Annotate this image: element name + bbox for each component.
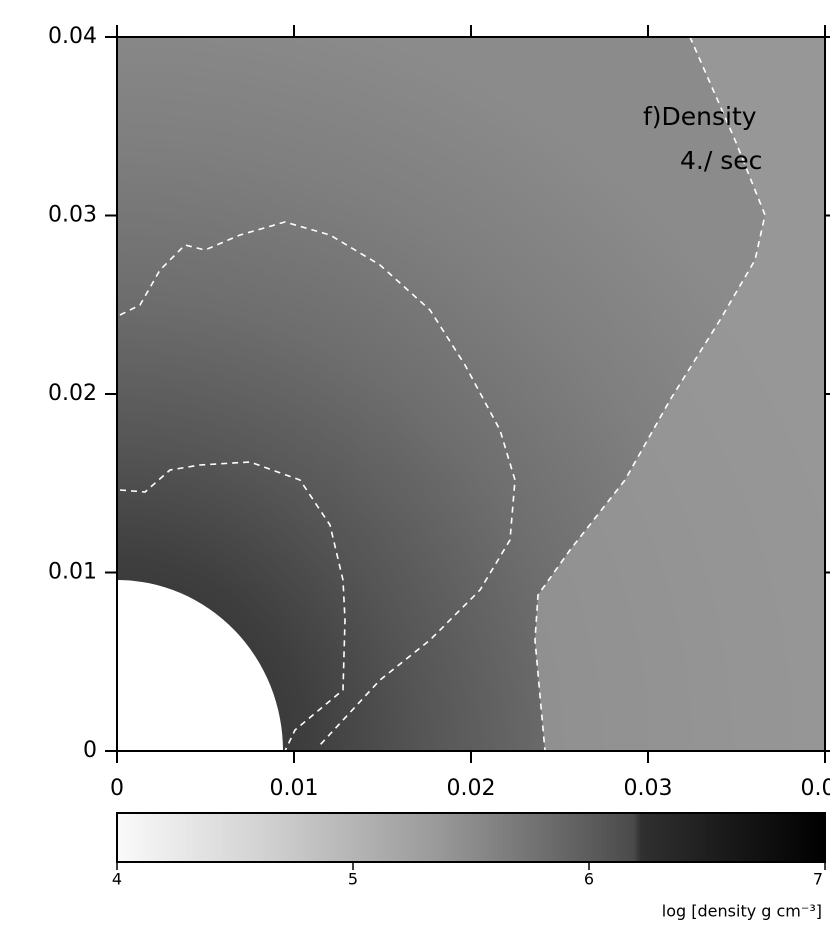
x-tick-label: 0.03 — [624, 776, 673, 801]
x-tick-label: 0.01 — [270, 776, 319, 801]
colorbar-tick-label: 7 — [813, 870, 823, 889]
inner-boundary — [117, 580, 283, 751]
y-tick-label: 0.04 — [48, 24, 97, 49]
y-tick-label: 0 — [83, 738, 97, 763]
colorbar — [116, 812, 826, 863]
annotation: f)Density — [643, 102, 757, 131]
colorbar-label: log [density g cm⁻³] — [662, 902, 822, 921]
density-field — [117, 36, 825, 752]
shocked-region — [535, 37, 825, 751]
colorbar-tick-label: 6 — [584, 870, 594, 889]
contour-line — [119, 461, 346, 752]
y-tick-label: 0.03 — [48, 203, 97, 228]
contour-line — [534, 36, 766, 752]
colorbar-tick-label: 5 — [348, 870, 358, 889]
y-tick-label: 0.02 — [48, 381, 97, 406]
x-tick-label: 0.02 — [447, 776, 496, 801]
annotation: 4./ sec — [680, 146, 762, 175]
x-tick-label: 0.04 — [801, 776, 830, 801]
contour-line — [119, 221, 516, 746]
y-tick-label: 0.01 — [48, 560, 97, 585]
x-tick-label: 0 — [110, 776, 124, 801]
colorbar-tick-label: 4 — [112, 870, 122, 889]
